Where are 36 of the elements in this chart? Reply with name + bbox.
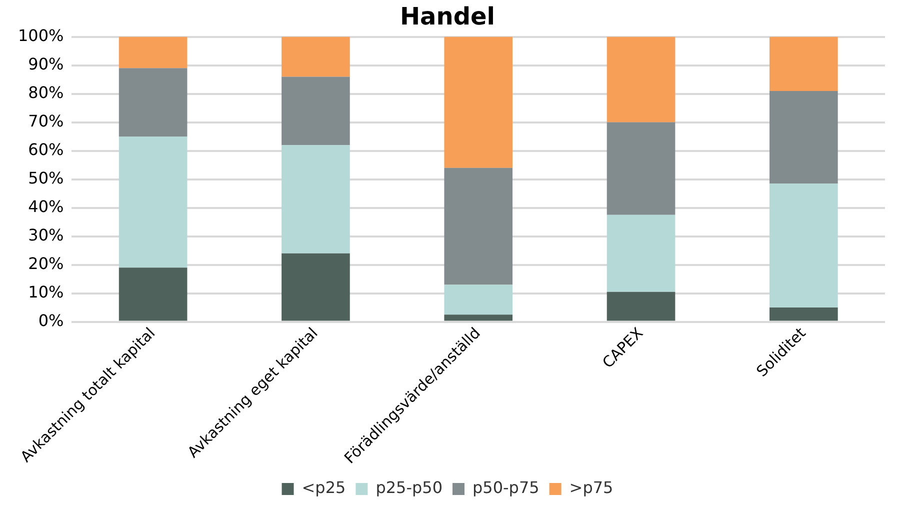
bar bbox=[606, 214, 676, 292]
bar bbox=[444, 36, 513, 168]
bar bbox=[770, 184, 838, 308]
chart-title: Handel bbox=[400, 2, 496, 31]
y-tick-label: 70% bbox=[28, 111, 64, 130]
y-tick-label: 10% bbox=[28, 282, 64, 302]
legend-label: >p75 bbox=[569, 478, 614, 498]
bar bbox=[118, 268, 188, 321]
y-tick-label: 0% bbox=[38, 310, 64, 330]
legend-label: p25-p50 bbox=[376, 478, 443, 498]
bar bbox=[282, 253, 350, 321]
bar bbox=[770, 90, 838, 184]
y-tick-label: 40% bbox=[28, 196, 64, 216]
y-tick-label: 100% bbox=[18, 26, 64, 45]
bar bbox=[118, 68, 188, 137]
bar bbox=[444, 314, 513, 321]
legend-label: <p25 bbox=[302, 478, 346, 498]
bar bbox=[606, 292, 676, 321]
y-tick-label: 60% bbox=[28, 140, 64, 159]
bar bbox=[606, 36, 676, 122]
y-tick-label: 80% bbox=[28, 82, 64, 102]
bar bbox=[444, 284, 513, 315]
y-tick-label: 20% bbox=[28, 254, 64, 273]
bar bbox=[282, 76, 350, 146]
bar bbox=[118, 136, 188, 268]
bar bbox=[770, 36, 838, 91]
y-tick-label: 30% bbox=[28, 225, 64, 244]
y-tick-label: 50% bbox=[28, 168, 64, 188]
y-tick-label: 90% bbox=[28, 54, 64, 74]
legend-label: p50-p75 bbox=[472, 478, 540, 498]
bar bbox=[282, 36, 350, 77]
bar bbox=[444, 168, 513, 285]
bar bbox=[770, 308, 838, 321]
bar bbox=[282, 145, 350, 254]
bar bbox=[118, 36, 188, 68]
bar bbox=[606, 122, 676, 215]
